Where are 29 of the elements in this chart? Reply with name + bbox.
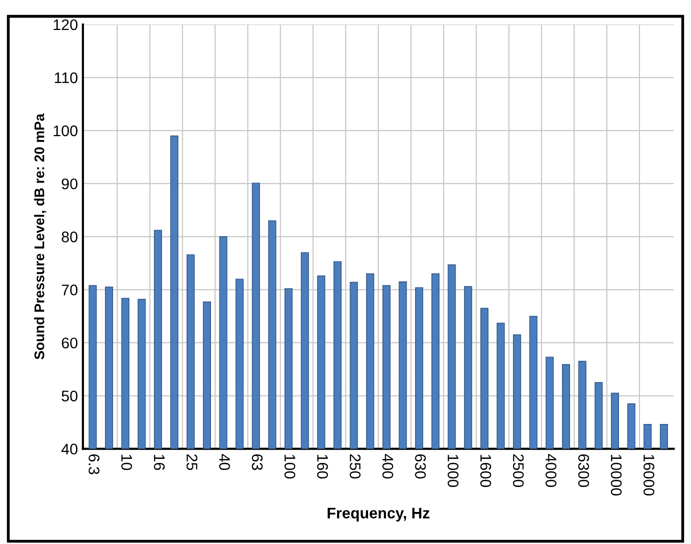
y-tick-label: 50: [62, 390, 78, 402]
y-axis-title: Sound Pressure Level, dB re: 20 mPa: [34, 113, 46, 360]
x-tick-label: 100: [284, 454, 296, 479]
y-tick-label: 120: [54, 19, 78, 30]
x-axis-title: Frequency, Hz: [328, 508, 430, 522]
y-tick-label: 80: [62, 232, 78, 242]
x-tick-label: 10: [121, 454, 132, 470]
y-tick-label: 40: [61, 444, 78, 454]
y-tick-label: 60: [62, 338, 78, 348]
x-tick-label: 160: [317, 454, 328, 479]
x-tick-label: 6300: [578, 454, 590, 488]
x-tick-label: 16000: [644, 454, 654, 496]
x-tick-label: 630: [415, 454, 426, 479]
y-tick-label: 100: [54, 125, 78, 136]
x-tick-label: 250: [350, 454, 361, 479]
x-tick-label: 63: [252, 454, 263, 470]
x-tick-label: 6.3: [88, 454, 100, 474]
x-tick-label: 1000: [448, 454, 458, 488]
x-tick-label: 40: [219, 454, 230, 470]
y-tick-label: 70: [62, 284, 78, 296]
x-tick-label: 10000: [610, 454, 622, 496]
x-tick-label: 4000: [546, 454, 556, 488]
x-tick-label: 25: [186, 454, 198, 470]
x-tick-label: 2500: [512, 454, 524, 488]
y-tick-label: 90: [62, 178, 78, 190]
x-tick-label: 400: [382, 454, 394, 479]
x-tick-label: 16: [154, 454, 165, 470]
x-tick-label: 1600: [480, 454, 492, 488]
y-tick-label: 110: [54, 72, 78, 84]
